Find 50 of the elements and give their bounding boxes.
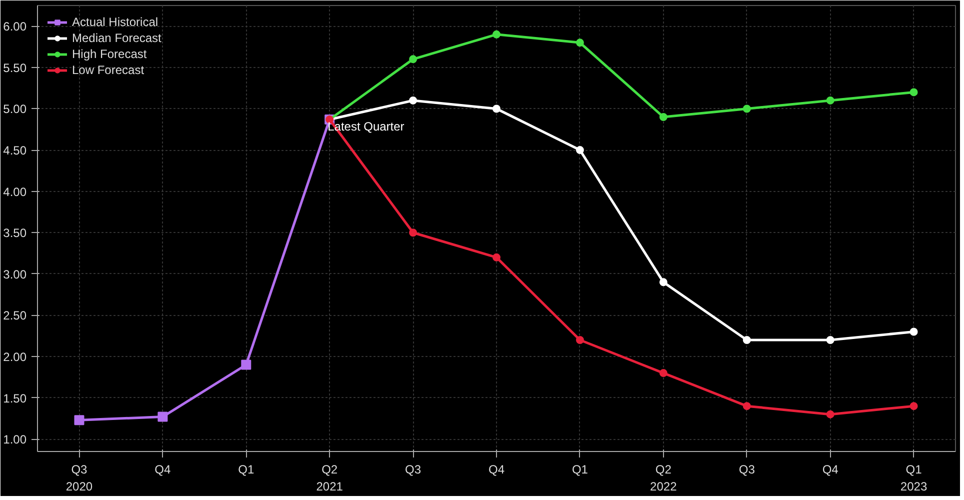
point [74,415,84,426]
point [659,113,668,121]
point [576,38,584,47]
point [409,228,418,237]
point [576,146,584,154]
x-tick-label: Q1 2023 [900,462,928,494]
y-tick-label: 4.00 [3,184,27,199]
point [659,278,668,286]
point [409,96,418,104]
point [826,410,834,418]
legend-label: Median Forecast [72,31,162,45]
y-tick-label: 5.50 [3,60,27,75]
x-tick-label: Q3 [738,462,756,476]
point [910,328,918,336]
x-tick-label: Q2 2021 [316,462,344,494]
point [492,253,500,262]
y-tick-label: 3.00 [3,267,27,282]
point [742,104,751,113]
y-tick-label: 1.00 [3,432,27,447]
y-tick-label: 3.50 [3,226,27,240]
point [241,360,252,370]
point [158,412,168,422]
y-tick-label: 2.00 [3,350,27,364]
legend-label: Low Forecast [72,63,144,77]
legend-label: Actual Historical [72,15,158,29]
point [659,369,668,378]
point [910,88,918,96]
y-tick-label: 5.00 [3,102,27,116]
legend-label: High Forecast [72,47,147,61]
x-tick-label: Q3 2020 [66,462,93,494]
x-tick-label: Q2 2022 [650,462,678,494]
y-tick-label: 4.50 [3,144,27,158]
point [742,336,751,344]
y-tick-label: 6.00 [3,20,27,34]
x-tick-label: Q1 [572,462,588,476]
point [826,96,834,104]
point [409,55,418,64]
point [492,104,500,113]
x-tick-label: Q4 [822,462,839,476]
y-tick-label: 1.50 [3,391,27,406]
x-tick-label: Q1 [238,462,254,476]
point [910,402,918,410]
x-tick-label: Q4 [154,462,172,476]
y-tick-label: 2.50 [3,308,27,323]
point [576,336,584,344]
x-tick-label: Q4 [488,462,505,476]
point [492,30,500,38]
x-tick-label: Q3 [405,462,422,476]
point [826,336,834,344]
point [742,402,751,410]
